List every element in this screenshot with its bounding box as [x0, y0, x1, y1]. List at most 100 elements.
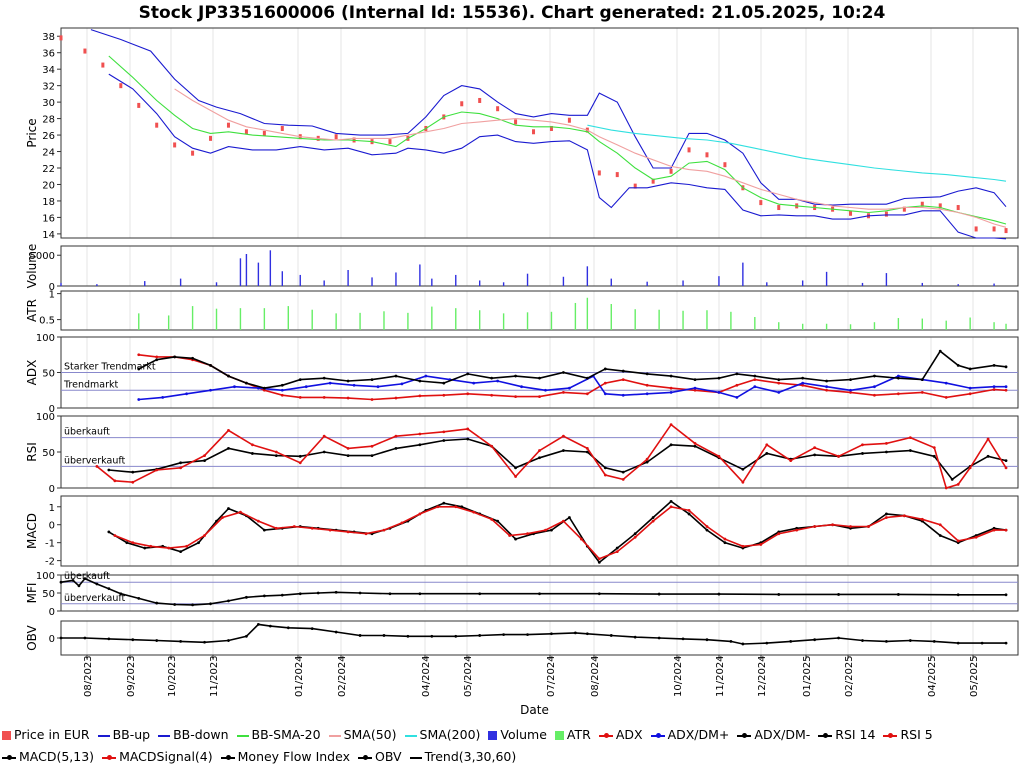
- adx-point: [1004, 388, 1008, 392]
- legend-item: MACDSignal(4): [100, 746, 213, 768]
- adx-dm-point: [944, 381, 948, 385]
- legend-item: BB-down: [156, 724, 229, 746]
- rsi-5-point: [932, 446, 936, 450]
- obv-point: [609, 634, 613, 637]
- obv-point: [179, 640, 183, 643]
- legend-label: RSI 5: [900, 727, 933, 742]
- rsi-5-point: [562, 434, 565, 438]
- macdsignal-4-point: [795, 528, 799, 532]
- rsi-5-line: [96, 423, 1007, 489]
- rsi-5-point: [585, 447, 589, 450]
- price-candle: [460, 101, 464, 107]
- legend-swatch: [818, 732, 833, 738]
- x-tick-label: 08/2024: [590, 655, 601, 697]
- obv-point: [203, 640, 206, 644]
- macdsignal-4-point: [687, 508, 691, 512]
- y-tick-label: 0: [49, 521, 55, 532]
- macd-5-13-point: [125, 541, 129, 545]
- legend-label: OBV: [374, 749, 402, 764]
- rsi-5-point: [986, 437, 990, 441]
- adx-point: [538, 395, 541, 399]
- adx-point: [693, 388, 697, 392]
- y-tick-label: 28: [42, 115, 55, 126]
- legend-label: MACD(5,13): [19, 749, 95, 764]
- rsi-5-point: [346, 447, 350, 450]
- adx-point: [621, 378, 625, 381]
- adx-point: [669, 386, 673, 390]
- legend-marker-icon: [7, 754, 12, 760]
- rsi-5-point: [322, 434, 326, 438]
- adx-point: [280, 393, 284, 397]
- adx-point: [992, 388, 996, 391]
- money-flow-index-point: [95, 582, 99, 586]
- adx-dm-point: [603, 367, 607, 371]
- macd-5-13-point: [442, 501, 446, 505]
- legend-label: RSI 14: [835, 727, 876, 742]
- adx-dm-point: [245, 381, 248, 385]
- rsi-14-point: [466, 437, 470, 441]
- level-label: überkauft: [64, 427, 110, 438]
- legend-marker-icon: [603, 732, 609, 738]
- adx-point: [418, 394, 422, 398]
- macd-5-13-point: [705, 528, 709, 532]
- obv-point: [729, 640, 733, 643]
- x-tick-label: 04/2025: [927, 655, 938, 697]
- rsi-14-point: [107, 468, 111, 472]
- rsi-5-point: [298, 461, 302, 465]
- price-candle: [280, 125, 284, 131]
- adx-point: [298, 395, 302, 399]
- macdsignal-4-point: [454, 505, 458, 509]
- price-candle: [723, 162, 727, 168]
- obv-point: [334, 630, 338, 634]
- rsi-5-point: [1004, 466, 1008, 470]
- legend-item: RSI 14: [816, 724, 875, 746]
- adx-dm-point: [645, 372, 649, 376]
- adx-dm-point: [185, 392, 189, 396]
- rsi-14-point: [322, 450, 326, 454]
- y-tick-label: 50: [42, 448, 55, 459]
- rsi-5-point: [514, 475, 517, 478]
- legend-item: OBV: [356, 746, 402, 768]
- macdsignal-4-point: [974, 535, 978, 539]
- adx-point: [442, 393, 446, 397]
- obv-point: [478, 634, 482, 637]
- chart-title: Stock JP3351600006 (Internal Id: 15536).…: [138, 3, 886, 23]
- legend-item: ADX/DM+: [649, 724, 729, 746]
- money-flow-index-point: [77, 584, 81, 588]
- rsi-5-point: [394, 434, 398, 438]
- macd-5-13-point: [514, 537, 517, 541]
- obv-point: [681, 637, 685, 641]
- macdsignal-4-point: [669, 505, 673, 509]
- adx-point: [262, 388, 266, 392]
- price-candle: [137, 102, 141, 108]
- obv-point: [107, 637, 111, 641]
- macdsignal-4-point: [992, 528, 996, 532]
- x-tick-label: 12/2024: [757, 655, 768, 697]
- money-flow-index-point: [227, 599, 230, 603]
- adx-dm-point: [155, 358, 159, 362]
- legend-swatch: [2, 731, 11, 740]
- obv-point: [573, 631, 577, 635]
- rsi-14-point: [442, 439, 446, 442]
- chart-canvas: 14161820222426283032343638Price05000Volu…: [25, 27, 1019, 717]
- price-candle: [262, 130, 266, 136]
- legend-item: ADX/DM-: [735, 724, 810, 746]
- obv-point: [813, 638, 817, 642]
- price-candle: [1004, 228, 1008, 234]
- macdsignal-4-point: [185, 544, 189, 548]
- y-tick-label: 18: [42, 197, 55, 208]
- obv-point: [657, 636, 661, 640]
- x-tick-label: 01/2025: [802, 655, 813, 697]
- y-tick-label: 0: [49, 404, 55, 415]
- y-tick-label: 0.5: [39, 316, 55, 327]
- macdsignal-4-point: [633, 535, 637, 539]
- macdsignal-4-point: [759, 543, 763, 546]
- price-candle: [101, 62, 105, 68]
- money-flow-index-point: [538, 592, 541, 596]
- rsi-5-point: [693, 441, 697, 445]
- money-flow-index-point: [173, 603, 177, 606]
- y-tick-label: 24: [42, 148, 55, 159]
- adx-point: [944, 395, 948, 399]
- macdsignal-4-point: [382, 528, 386, 532]
- panel-frame-obv: [60, 620, 1019, 656]
